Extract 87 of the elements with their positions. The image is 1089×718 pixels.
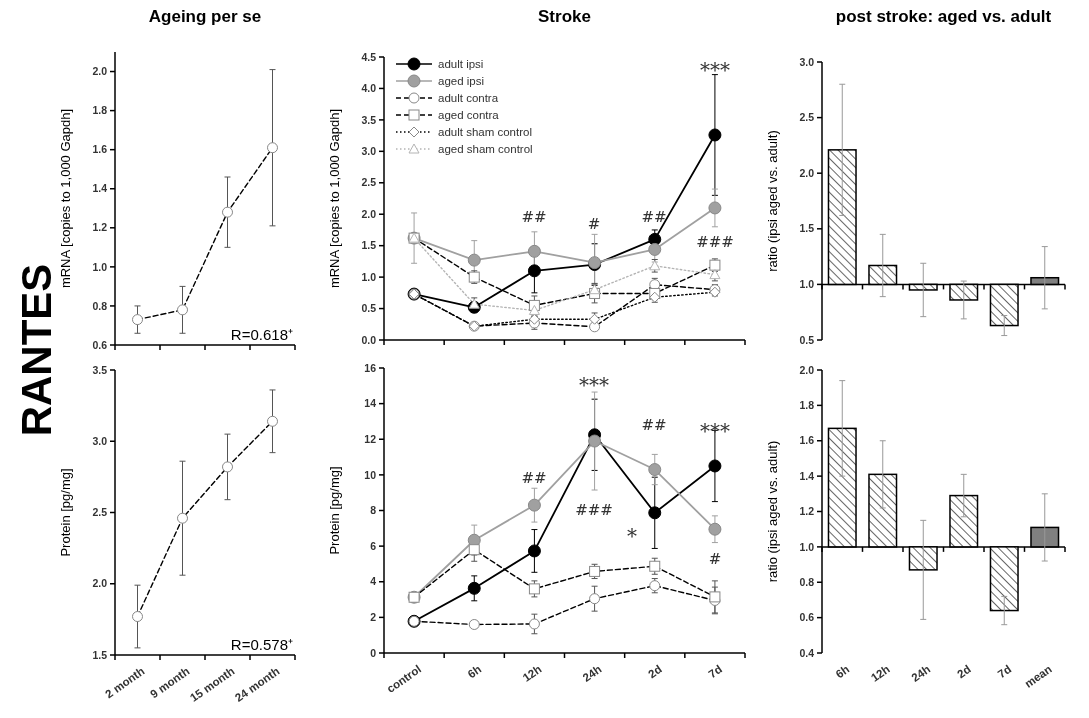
- y-tick-label: 4.0: [361, 82, 377, 95]
- y-tick-label: 3.0: [92, 434, 108, 447]
- y-tick-label: 1.8: [92, 104, 108, 117]
- annotation: #: [587, 215, 601, 234]
- y-tick-label: 1.8: [799, 399, 815, 412]
- y-tick-label: 2.5: [799, 111, 815, 124]
- y-axis-title: ratio (ipsi aged vs. adult): [765, 130, 780, 272]
- y-axis-title: Protein [pg/mg]: [58, 468, 73, 557]
- y-tick-label: 0.8: [799, 575, 815, 588]
- y-tick-label: 8: [370, 504, 377, 517]
- y-tick-label: 2.0: [799, 363, 815, 376]
- legend-label: adult ipsi: [438, 58, 484, 71]
- x-tick-label: 2d: [646, 662, 664, 681]
- x-tick-label: 12h: [520, 662, 544, 685]
- legend-label: adult contra: [438, 92, 499, 105]
- y-tick-label: 1.5: [799, 222, 815, 235]
- y-tick-label: 1.5: [92, 648, 108, 661]
- annotation: ***: [579, 373, 609, 397]
- legend-label: adult sham control: [438, 126, 532, 139]
- y-tick-label: 2.0: [361, 207, 377, 220]
- y-tick-label: 1.0: [799, 278, 815, 291]
- y-tick-label: 2: [370, 611, 377, 624]
- y-tick-label: 2.0: [92, 65, 108, 78]
- annotation: ##: [641, 208, 667, 227]
- legend-label: aged sham control: [438, 143, 533, 156]
- annotation: #: [708, 550, 722, 569]
- y-tick-label: 1.0: [799, 540, 815, 553]
- y-tick-label: 2.0: [92, 577, 108, 590]
- y-tick-label: 4.5: [361, 50, 377, 63]
- y-axis-title: Protein [pg/mg]: [327, 466, 342, 555]
- annotation: R=0.618⁺: [230, 326, 293, 344]
- y-tick-label: 1.6: [799, 434, 815, 447]
- y-tick-label: 1.5: [361, 239, 377, 252]
- y-tick-label: 0.6: [799, 611, 815, 624]
- y-tick-label: 10: [364, 468, 377, 481]
- y-tick-label: 1.2: [799, 505, 815, 518]
- y-axis-title: mRNA [copies to 1,000 Gapdh]: [327, 108, 342, 289]
- y-tick-label: 0.4: [799, 646, 815, 659]
- annotation: ###: [696, 233, 734, 252]
- y-tick-label: 3.5: [92, 363, 108, 376]
- y-tick-label: 3.5: [361, 113, 377, 126]
- y-tick-label: 1.0: [92, 260, 108, 273]
- y-tick-label: 0.8: [92, 299, 108, 312]
- y-tick-label: 1.6: [92, 143, 108, 156]
- chart-title: Ageing per se: [148, 7, 262, 26]
- y-tick-label: 6: [370, 539, 377, 552]
- y-tick-label: 1.4: [799, 469, 815, 482]
- y-tick-label: 12: [364, 432, 377, 445]
- annotation: ##: [521, 469, 547, 488]
- y-tick-label: 0.5: [361, 302, 377, 315]
- y-tick-label: 4: [370, 575, 377, 588]
- y-tick-label: 3.0: [799, 55, 815, 68]
- annotation: R=0.578⁺: [230, 636, 293, 654]
- annotation: *: [627, 524, 637, 548]
- x-tick-label: 6h: [833, 662, 852, 681]
- y-tick-label: 0.6: [92, 338, 108, 351]
- x-tick-label: 6h: [465, 662, 484, 681]
- y-axis-title: ratio (ipsi aged vs. adult): [765, 440, 780, 583]
- x-tick-label: 12h: [868, 662, 892, 685]
- legend-label: aged ipsi: [438, 75, 485, 88]
- x-tick-label: 7d: [706, 662, 725, 681]
- y-tick-label: 1.2: [92, 221, 108, 234]
- y-tick-label: 0: [370, 646, 377, 659]
- annotation: ###: [575, 501, 613, 520]
- annotation: ***: [700, 58, 730, 82]
- y-tick-label: 3.0: [361, 145, 377, 158]
- y-tick-label: 2.5: [92, 506, 108, 519]
- x-tick-label: 24h: [580, 662, 604, 685]
- y-tick-label: 0.5: [799, 333, 815, 346]
- annotation: ***: [700, 419, 730, 443]
- x-tick-label: 2d: [955, 662, 973, 681]
- chart-title: Stroke: [538, 7, 591, 26]
- y-tick-label: 1.0: [361, 270, 377, 283]
- x-tick-label: 24h: [909, 662, 933, 685]
- x-tick-label: 7d: [995, 662, 1014, 681]
- y-axis-title: mRNA [copies to 1,000 Gapdh]: [58, 108, 73, 289]
- y-tick-label: 14: [364, 397, 377, 410]
- y-tick-label: 0.0: [361, 333, 377, 346]
- y-tick-label: 2.0: [799, 166, 815, 179]
- y-tick-label: 2.5: [361, 176, 377, 189]
- annotation: ##: [521, 208, 547, 227]
- y-tick-label: 16: [364, 361, 377, 374]
- chart-title: post stroke: aged vs. adult: [835, 7, 1052, 26]
- legend-label: aged contra: [438, 109, 500, 122]
- y-tick-label: 1.4: [92, 182, 108, 195]
- text: RANTES: [12, 263, 60, 437]
- annotation: ##: [641, 416, 667, 435]
